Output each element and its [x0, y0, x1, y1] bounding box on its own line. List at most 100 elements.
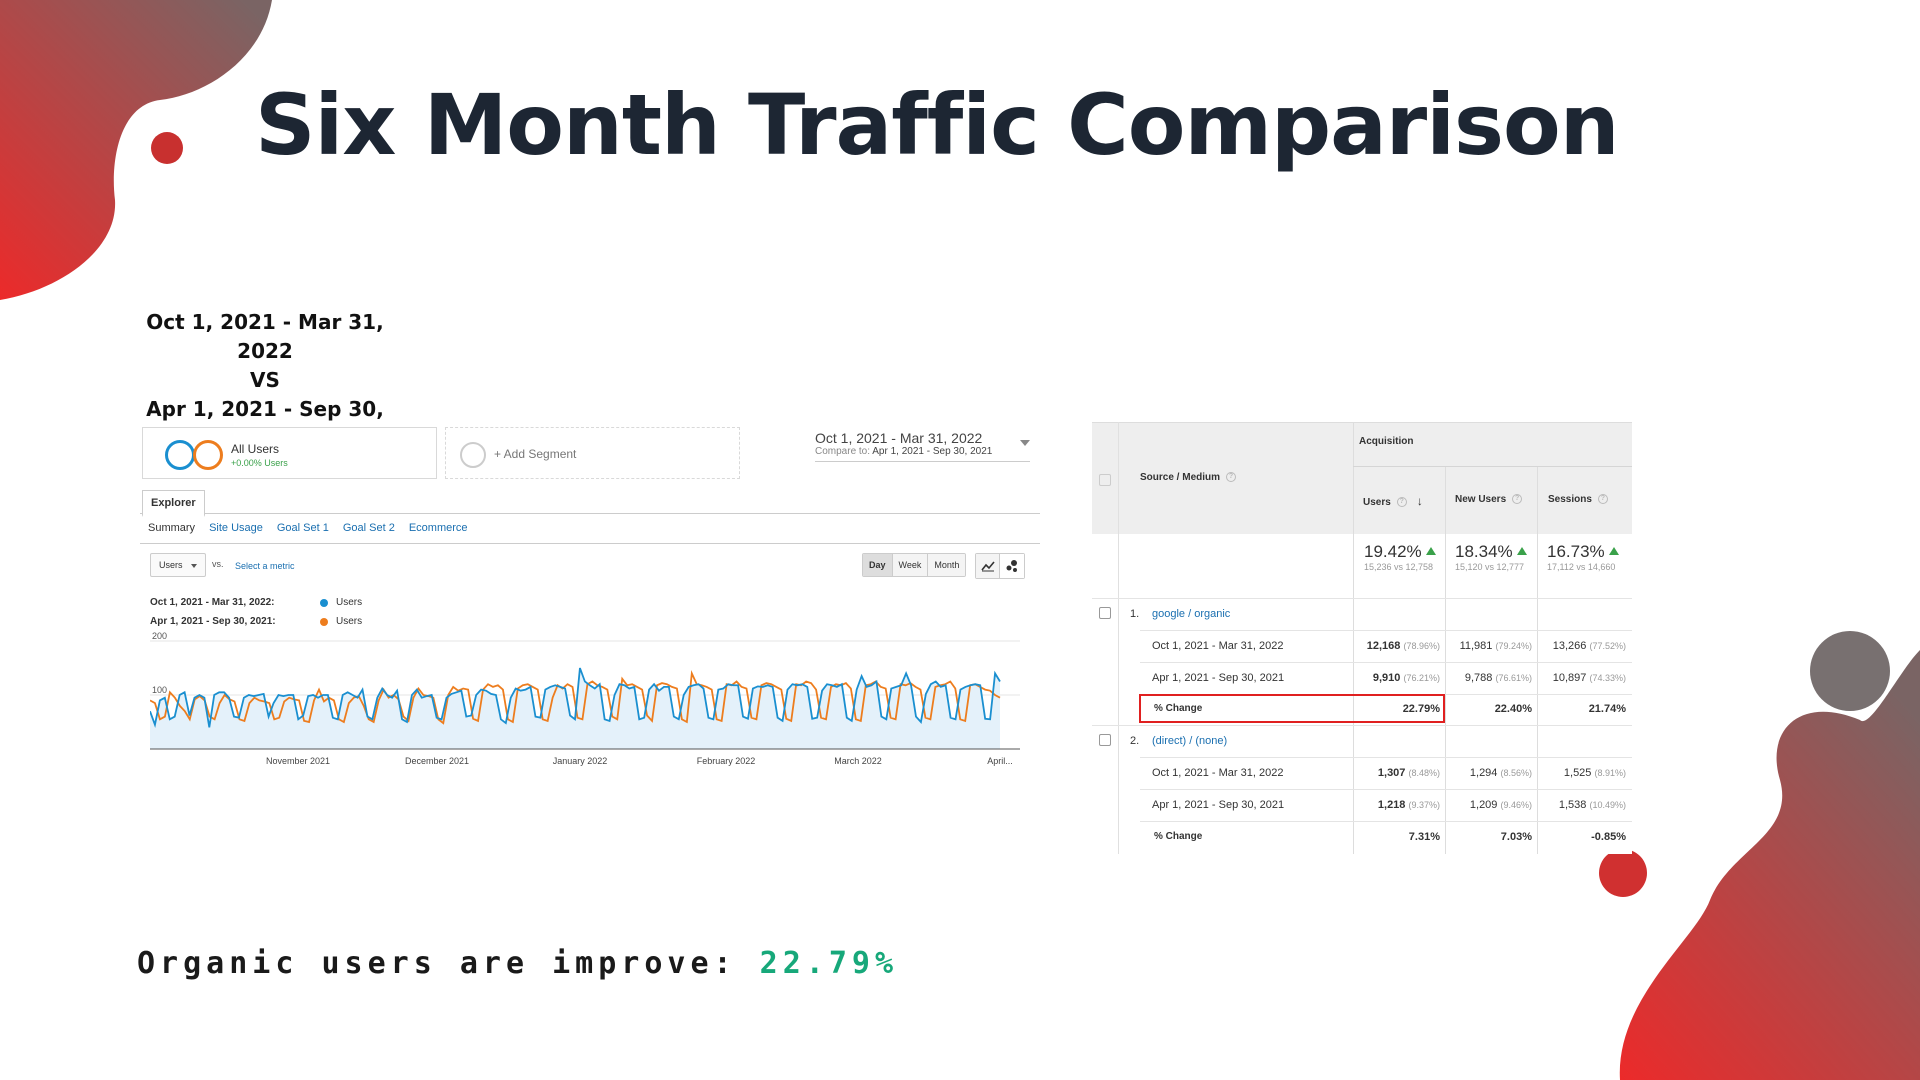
- row-divider: [1092, 598, 1632, 599]
- series-area: [150, 668, 1000, 749]
- row-divider: [1140, 789, 1632, 790]
- users-line-chart: 200 100 November 2021 December 2021 January …: [150, 631, 1020, 766]
- row-checkbox[interactable]: [1099, 607, 1111, 619]
- motion-chart-icon[interactable]: [1000, 554, 1024, 578]
- series-line: [150, 670, 1001, 725]
- x-tick-label: February 2022: [697, 756, 756, 766]
- source-direct-none-link[interactable]: (direct) / (none): [1152, 735, 1228, 747]
- row-date-label: Oct 1, 2021 - Mar 31, 2022: [1152, 767, 1284, 779]
- decor-red-dot: [151, 132, 183, 164]
- segment-name: All Users: [231, 442, 280, 456]
- subtab-goal-set-1[interactable]: Goal Set 1: [276, 522, 329, 534]
- date-picker-range: Oct 1, 2021 - Mar 31, 2022: [815, 430, 983, 446]
- period-day-button[interactable]: Day: [863, 554, 893, 576]
- period-toggle: Day Week Month: [862, 553, 967, 577]
- select-all-checkbox[interactable]: [1099, 474, 1111, 486]
- cell-users: 9,910 (76.21%): [1372, 672, 1440, 684]
- cell-users: 1,218 (9.37%): [1377, 799, 1440, 811]
- add-segment-ring-icon: [460, 442, 486, 468]
- up-arrow-icon: [1516, 547, 1527, 555]
- cell-sessions: 1,538 (10.49%): [1558, 799, 1626, 811]
- line-chart-icon[interactable]: [976, 554, 1000, 578]
- column-source-medium[interactable]: Source / Medium?: [1140, 472, 1237, 483]
- x-tick-label: December 2021: [405, 756, 469, 766]
- change-new-users: 22.40%: [1494, 703, 1532, 715]
- column-users[interactable]: Users? ↓: [1363, 494, 1423, 508]
- change-sessions: 21.74%: [1588, 703, 1626, 715]
- legend-dot: [320, 598, 328, 607]
- row-index: 1.: [1130, 608, 1140, 620]
- help-icon: ?: [1512, 494, 1523, 505]
- row-checkbox[interactable]: [1099, 734, 1111, 746]
- cell-users: 1,307 (8.48%): [1377, 767, 1440, 779]
- segment-subtitle: +0.00% Users: [231, 458, 288, 468]
- decor-bottom-right-blob: [1619, 650, 1920, 1080]
- subtab-summary[interactable]: Summary: [148, 522, 196, 534]
- select-metric-link[interactable]: Select a metric: [235, 561, 295, 571]
- column-new-users[interactable]: New Users?: [1455, 494, 1523, 505]
- vs-label: vs.: [212, 559, 224, 569]
- column-sessions[interactable]: Sessions?: [1548, 494, 1608, 505]
- change-label: % Change: [1154, 703, 1203, 714]
- x-tick-label: January 2022: [553, 756, 608, 766]
- y-tick-label: 100: [152, 685, 167, 695]
- subtab-bar: Summary Site Usage Goal Set 1 Goal Set 2…: [148, 522, 468, 534]
- col-divider: [1353, 422, 1354, 854]
- tab-divider: [140, 513, 1040, 514]
- col-divider: [1118, 422, 1119, 854]
- legend-metric: Users: [336, 616, 363, 627]
- subtab-site-usage[interactable]: Site Usage: [209, 522, 263, 534]
- chart-legend: Oct 1, 2021 - Mar 31, 2022: Users Apr 1,…: [150, 593, 362, 631]
- sort-down-icon: ↓: [1416, 494, 1423, 508]
- change-sessions: -0.85%: [1591, 831, 1626, 843]
- help-icon: ?: [1597, 494, 1608, 505]
- cell-sessions: 1,525 (8.91%): [1563, 767, 1626, 779]
- source-medium-table: Source / Medium? Acquisition Users? ↓ New…: [1092, 422, 1632, 854]
- total-users: 19.42% 15,236 vs 12,758: [1364, 542, 1436, 572]
- subtab-divider: [140, 543, 1040, 544]
- legend-dot: [320, 617, 328, 626]
- source-google-organic-link[interactable]: google / organic: [1152, 608, 1231, 620]
- up-arrow-icon: [1608, 547, 1619, 555]
- x-tick-label: April...: [987, 756, 1013, 766]
- date-range-picker[interactable]: Oct 1, 2021 - Mar 31, 2022 Compare to: A…: [815, 430, 1030, 462]
- row-date-label: Apr 1, 2021 - Sep 30, 2021: [1152, 672, 1285, 684]
- metric-dropdown-value: Users: [159, 560, 183, 570]
- decor-gray-dot: [1810, 631, 1890, 711]
- tab-explorer[interactable]: Explorer: [142, 490, 205, 517]
- period-week-button[interactable]: Week: [892, 554, 929, 576]
- highlight-box: [1139, 694, 1445, 723]
- analytics-chart-panel: All Users +0.00% Users + Add Segment Oct…: [140, 425, 1040, 775]
- up-arrow-icon: [1425, 547, 1436, 555]
- row-divider: [1140, 630, 1632, 631]
- date-picker-compare: Compare to: Apr 1, 2021 - Sep 30, 2021: [815, 446, 993, 457]
- subtab-ecommerce[interactable]: Ecommerce: [408, 522, 468, 534]
- summary-prefix: Organic users are improve:: [137, 946, 737, 981]
- decor-top-left-blob: [0, 0, 272, 300]
- add-segment-button[interactable]: + Add Segment: [445, 427, 740, 479]
- metric-dropdown[interactable]: Users: [150, 553, 206, 577]
- legend-row: Oct 1, 2021 - Mar 31, 2022: Users: [150, 593, 362, 612]
- help-icon: ?: [1396, 497, 1407, 508]
- cell-sessions: 10,897 (74.33%): [1552, 672, 1626, 684]
- total-sessions: 16.73% 17,112 vs 14,660: [1547, 542, 1619, 572]
- chart-view-toggle: [975, 553, 1025, 579]
- header-divider: [1353, 466, 1632, 467]
- legend-range: Apr 1, 2021 - Sep 30, 2021:: [150, 616, 276, 627]
- help-icon: ?: [1226, 472, 1237, 483]
- row-divider: [1092, 725, 1632, 726]
- change-users: 7.31%: [1408, 831, 1440, 843]
- cell-new-users: 11,981 (79.24%): [1459, 640, 1532, 652]
- legend-metric: Users: [336, 597, 363, 608]
- decor-red-dot-small: [1599, 849, 1647, 897]
- segment-all-users[interactable]: All Users +0.00% Users: [142, 427, 437, 479]
- cell-users: 12,168 (78.96%): [1366, 640, 1440, 652]
- row-divider: [1140, 662, 1632, 663]
- summary-value: 22.79%: [759, 946, 899, 981]
- period-month-button[interactable]: Month: [928, 554, 966, 576]
- subtab-goal-set-2[interactable]: Goal Set 2: [342, 522, 395, 534]
- col-divider: [1445, 466, 1446, 854]
- cell-new-users: 9,788 (76.61%): [1464, 672, 1532, 684]
- acquisition-group-header: Acquisition: [1359, 436, 1414, 447]
- add-segment-label: + Add Segment: [494, 447, 577, 461]
